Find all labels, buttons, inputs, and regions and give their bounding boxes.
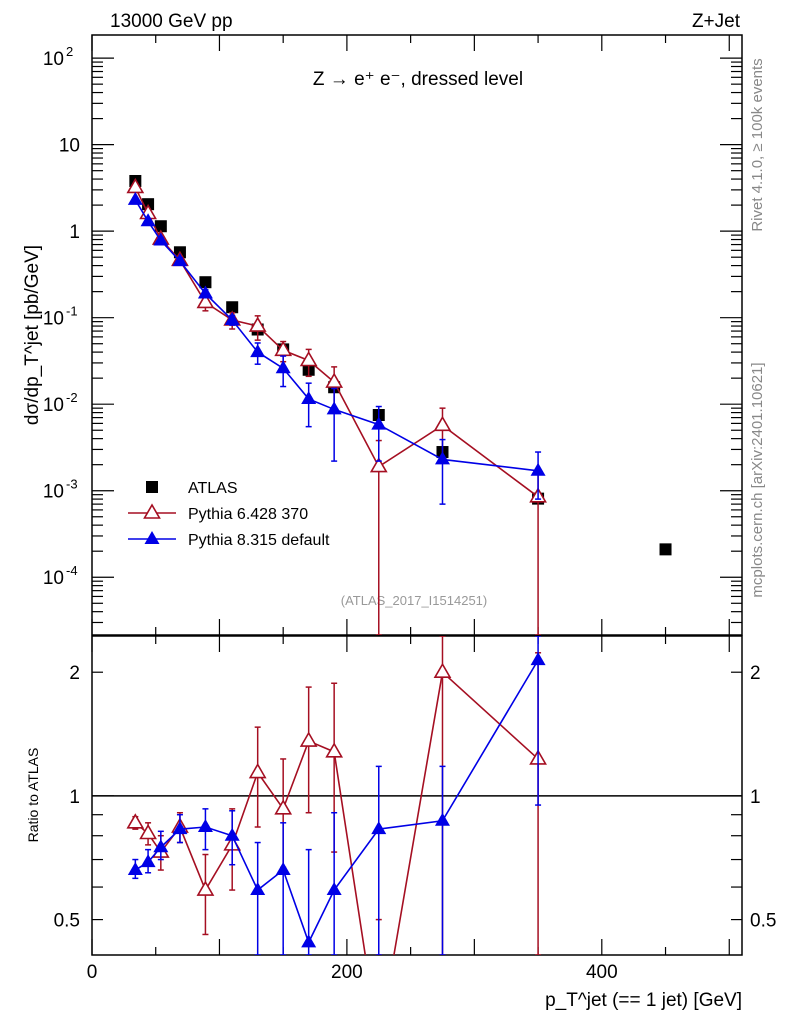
ratio-ytick-label: 0.5 [54, 911, 80, 932]
ratio-point-pythia8 [127, 862, 143, 876]
ratio-ytick-label: 2 [69, 663, 80, 684]
ratio-series-group [126, 636, 547, 955]
legend: ATLAS Pythia 6.428 370 Pythia 8.315 defaul… [128, 480, 330, 549]
main-point-pythia6 [196, 292, 215, 309]
ratio-line-pythia8 [134, 659, 539, 945]
analysis-label: (ATLAS_2017_I1514251) [341, 593, 487, 608]
main-point-atlas [226, 301, 239, 314]
header-right: Z+Jet [692, 11, 741, 32]
main-point-pythia8 [250, 344, 266, 358]
main-point-pythia6 [299, 350, 318, 367]
main-point-pythia8 [127, 191, 143, 205]
xtick-label: 200 [331, 962, 363, 983]
main-ytick-exponent: -2 [66, 390, 78, 405]
ratio-point-pythia8 [140, 854, 156, 868]
main-ytick-label: 1 [69, 222, 80, 243]
main-point-pythia8 [326, 401, 342, 415]
main-point-atlas [199, 276, 212, 289]
ratio-point-pythia8 [153, 839, 169, 853]
main-frame [91, 34, 743, 636]
main-ytick-label: 10 [43, 395, 64, 416]
ratio-point-pythia8 [250, 882, 266, 896]
ratio-point-pythia6 [248, 762, 267, 779]
main-ytick-label: 10 [43, 309, 64, 330]
mcplots-label: mcplots.cern.ch [arXiv:2401.10621] [749, 362, 766, 597]
main-point-pythia6 [369, 457, 388, 473]
legend-label-atlas: ATLAS [188, 480, 238, 497]
main-point-pythia8 [172, 253, 188, 267]
main-ytick-exponent: -4 [66, 563, 78, 578]
main-ytick-exponent: -3 [66, 477, 78, 492]
ratio-point-pythia8 [172, 821, 188, 835]
ratio-point-pythia8 [301, 934, 317, 948]
ratio-point-pythia6 [196, 880, 215, 896]
main-point-pythia8 [197, 285, 213, 299]
legend-marker-pythia6 [143, 503, 161, 519]
legend-label-pythia8: Pythia 8.315 default [188, 532, 330, 549]
main-series-group [126, 174, 672, 635]
xlabel: p_T^jet (== 1 jet) [GeV] [545, 990, 742, 1011]
ratio-ylabel: Ratio to ATLAS [25, 748, 41, 843]
main-ytick-exponent: 2 [66, 44, 73, 59]
ratio-point-pythia8 [275, 862, 291, 876]
main-point-atlas [154, 220, 167, 233]
ratio-ytick-label-right: 2 [750, 663, 761, 684]
legend-label-pythia6: Pythia 6.428 370 [188, 506, 308, 523]
ratio-point-pythia8 [197, 819, 213, 833]
ratio-ytick-label-right: 0.5 [750, 911, 776, 932]
main-point-pythia8 [301, 390, 317, 404]
ratio-point-pythia8 [434, 812, 450, 826]
main-point-pythia6 [325, 372, 344, 388]
main-ytick-exponent: -1 [66, 304, 78, 319]
main-point-pythia8 [153, 232, 169, 246]
main-point-pythia8 [140, 213, 156, 227]
ratio-point-pythia6 [274, 799, 293, 815]
main-ytick-label: 10 [43, 482, 64, 503]
main-line-pythia6 [134, 187, 539, 498]
ratio-point-pythia8 [371, 821, 387, 835]
ratio-ytick-label-right: 1 [750, 787, 761, 808]
main-point-pythia6 [433, 415, 452, 432]
main-point-pythia6 [274, 340, 293, 357]
ratio-point-pythia6 [299, 731, 318, 747]
xtick-label: 0 [87, 962, 98, 983]
main-title: Z → e⁺ e⁻, dressed level [313, 69, 523, 90]
legend-marker-atlas [146, 481, 158, 493]
legend-marker-pythia8 [144, 531, 160, 544]
main-line-pythia8 [134, 199, 539, 472]
xtick-label: 400 [586, 962, 618, 983]
ratio-point-pythia6 [126, 813, 145, 829]
main-point-pythia8 [224, 312, 240, 326]
main-ylabel: dσ/dp_T^jet [pb/GeV] [22, 245, 43, 425]
ratio-ytick-label: 1 [69, 787, 80, 808]
main-point-atlas [659, 543, 672, 556]
main-point-pythia8 [434, 451, 450, 465]
main-ytick-label: 10 [59, 136, 80, 157]
ratio-point-pythia6 [139, 823, 157, 840]
main-ytick-label: 10 [43, 568, 64, 589]
header-left: 13000 GeV pp [110, 11, 233, 32]
ratio-point-pythia8 [326, 882, 342, 896]
ratio-point-pythia6 [325, 742, 344, 758]
rivet-label: Rivet 4.1.0, ≥ 100k events [749, 58, 766, 231]
main-point-pythia8 [530, 462, 546, 476]
main-point-pythia6 [248, 316, 267, 332]
ratio-point-pythia6 [433, 662, 452, 679]
ratio-point-pythia8 [224, 827, 240, 841]
main-ytick-label: 10 [43, 49, 64, 70]
main-point-pythia8 [371, 416, 387, 430]
ratio-point-pythia8 [530, 652, 546, 666]
main-point-pythia8 [275, 360, 291, 374]
